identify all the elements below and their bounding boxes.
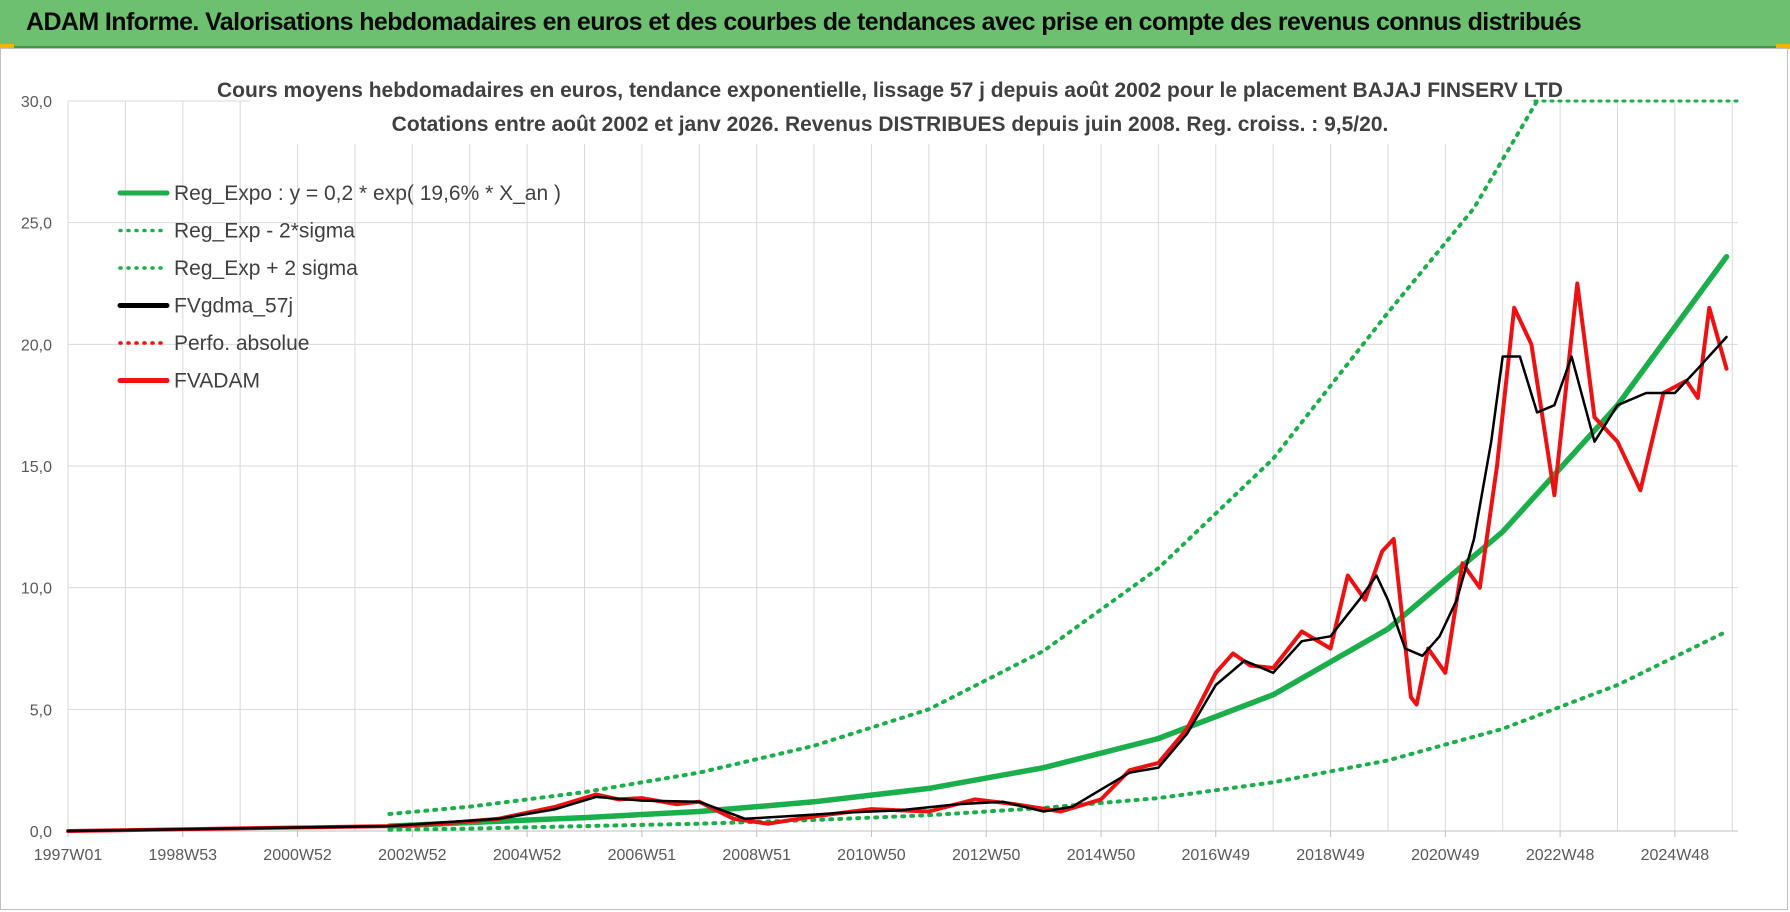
x-tick-label: 2006W51 (608, 847, 677, 864)
legend-label: FVADAM (174, 370, 260, 393)
legend-label: Reg_Exp + 2 sigma (174, 257, 358, 280)
x-tick-label: 2010W50 (837, 847, 906, 864)
chart-title-line-2: Cotations entre août 2002 et janv 2026. … (392, 113, 1389, 136)
x-tick-label: 2004W52 (493, 847, 562, 864)
x-tick-label: 2000W52 (263, 847, 332, 864)
corner-marker (0, 44, 14, 49)
y-tick-label: 0,0 (30, 824, 52, 841)
x-tick-label: 2014W50 (1067, 847, 1136, 864)
x-tick-label: 2002W52 (378, 847, 447, 864)
x-tick-label: 1998W53 (149, 847, 218, 864)
x-tick-label: 2020W49 (1411, 847, 1480, 864)
report-title: ADAM Informe. Valorisations hebdomadaire… (26, 8, 1582, 36)
legend: Reg_Expo : y = 0,2 * exp( 19,6% * X_an )… (117, 182, 561, 393)
report-header: ADAM Informe. Valorisations hebdomadaire… (0, 0, 1790, 48)
chart-title-line-1: Cours moyens hebdomadaires en euros, ten… (217, 79, 1563, 102)
y-tick-label: 10,0 (21, 581, 52, 598)
y-axis-ticks: 0,0 5,0 10,0 15,0 20,0 25,0 30,0 (21, 94, 52, 841)
x-tick-label: 2018W49 (1296, 847, 1365, 864)
series-line-reg-exp-2-sigma (387, 629, 1729, 832)
series-line-reg-exp-2-sigma (387, 99, 1540, 816)
legend-label: FVgdma_57j (174, 295, 293, 318)
y-tick-label: 20,0 (21, 337, 52, 354)
x-tick-label: 1997W01 (34, 847, 103, 864)
chart-frame (0, 48, 1788, 910)
x-tick-label: 2022W48 (1526, 847, 1595, 864)
x-tick-label: 2008W51 (722, 847, 791, 864)
legend-label: Reg_Exp - 2*sigma (174, 220, 355, 243)
x-axis-ticks: 1997W01 1998W53 2000W52 2002W52 2004W52 2006W… (34, 831, 1709, 864)
y-tick-label: 30,0 (21, 94, 52, 111)
x-tick-label: 2024W48 (1641, 847, 1710, 864)
corner-marker (1776, 44, 1790, 49)
y-tick-label: 5,0 (30, 702, 52, 719)
series-line-fvgdma-57j (66, 335, 1728, 833)
legend-label: Reg_Expo : y = 0,2 * exp( 19,6% * X_an ) (174, 182, 561, 205)
x-tick-label: 2016W49 (1182, 847, 1251, 864)
x-tick-label: 2012W50 (952, 847, 1021, 864)
series-line-fvadam (66, 281, 1729, 833)
chart-series (66, 99, 1740, 833)
y-tick-label: 25,0 (21, 216, 52, 233)
series-line-reg-expo (386, 253, 1730, 829)
legend-label: Perfo. absolue (174, 332, 309, 355)
y-tick-label: 15,0 (21, 459, 52, 476)
title-background (250, 72, 1530, 144)
